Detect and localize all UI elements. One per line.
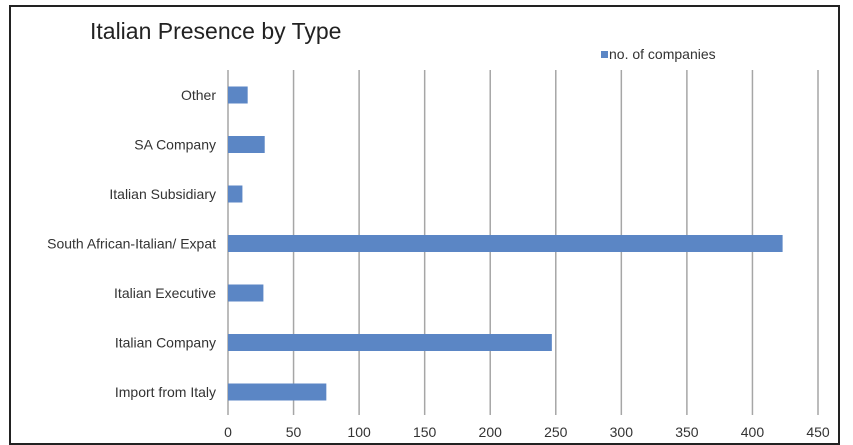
bar-italian-executive <box>228 284 264 302</box>
x-tick-label: 50 <box>286 424 302 439</box>
x-tick-label: 150 <box>413 424 437 439</box>
bars <box>228 86 783 401</box>
legend: no. of companies <box>601 46 716 62</box>
x-tick-label: 100 <box>347 424 371 439</box>
x-tick-label: 0 <box>224 424 232 439</box>
category-labels: Other SA Company Italian Subsidiary South A… <box>47 87 216 400</box>
chart-title: Italian Presence by Type <box>90 18 342 44</box>
category-label: SA Company <box>134 137 216 153</box>
category-label: Import from Italy <box>115 384 216 400</box>
category-label: Italian Company <box>115 335 216 351</box>
x-tick-label: 200 <box>479 424 503 439</box>
legend-label: no. of companies <box>609 46 716 62</box>
bar-south-african-italian-expat <box>228 235 783 252</box>
category-label: Italian Subsidiary <box>109 186 216 202</box>
bar-other <box>228 86 248 104</box>
category-label: South African-Italian/ Expat <box>47 236 216 252</box>
x-tick-label: 350 <box>675 424 699 439</box>
x-tick-labels: 0 50 100 150 200 250 300 350 400 450 <box>224 424 830 439</box>
category-label: Italian Executive <box>114 285 216 301</box>
x-tick-label: 300 <box>610 424 634 439</box>
legend-swatch <box>601 51 608 58</box>
bar-italian-company <box>228 334 552 351</box>
category-label: Other <box>181 87 216 103</box>
x-tick-label: 250 <box>544 424 568 439</box>
x-tick-label: 400 <box>741 424 765 439</box>
bar-import-from-italy <box>228 383 327 401</box>
x-tick-label: 450 <box>806 424 830 439</box>
bar-italian-subsidiary <box>228 185 243 203</box>
bar-sa-company <box>228 136 265 153</box>
